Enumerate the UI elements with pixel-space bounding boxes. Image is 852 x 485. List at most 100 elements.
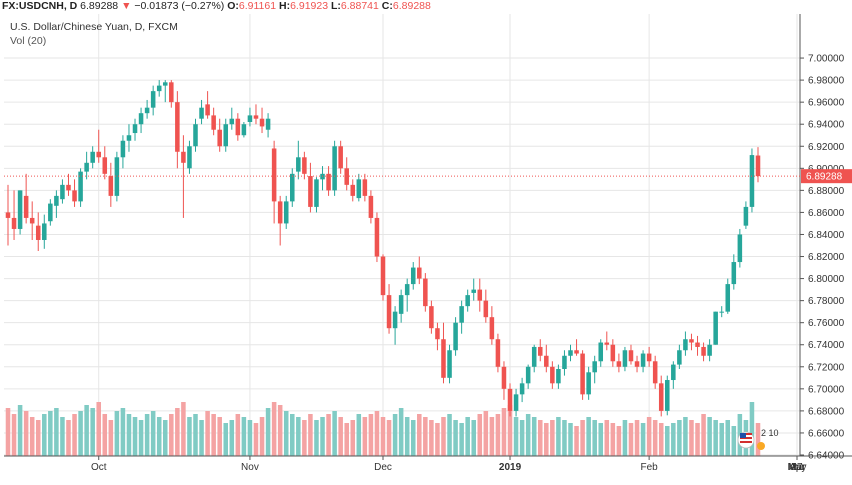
time-tick-label: Nov bbox=[241, 462, 259, 473]
volume-bar bbox=[78, 411, 83, 456]
volume-bar bbox=[290, 414, 295, 456]
volume-bar bbox=[677, 420, 682, 456]
volume-bar bbox=[96, 402, 101, 456]
candle-body bbox=[296, 157, 301, 172]
volume-bar bbox=[120, 408, 126, 456]
candle-body bbox=[362, 179, 368, 196]
candle-body bbox=[459, 306, 464, 323]
candle-body bbox=[677, 350, 682, 365]
candle-body bbox=[725, 284, 731, 312]
price-tick-label: 6.88000 bbox=[808, 186, 845, 197]
event-badge-text: 2 10 bbox=[761, 428, 779, 438]
volume-bar bbox=[380, 417, 386, 456]
volume-bar bbox=[247, 420, 253, 456]
candle-body bbox=[634, 361, 640, 367]
volume-bar bbox=[513, 417, 519, 456]
high-label: H: bbox=[279, 0, 291, 12]
candle-body bbox=[713, 311, 718, 345]
volume-bar bbox=[84, 405, 89, 456]
us-flag-icon[interactable]: 2 10 bbox=[737, 426, 779, 452]
time-tick-label: Oct bbox=[91, 462, 107, 473]
volume-bar bbox=[54, 408, 59, 456]
volume-bar bbox=[108, 420, 114, 456]
candle-body bbox=[150, 91, 156, 108]
candle-body bbox=[447, 350, 452, 378]
candle-body bbox=[314, 179, 319, 207]
time-tick-label: Apr bbox=[789, 462, 805, 473]
time-tick-label: Feb bbox=[641, 462, 659, 473]
candle-body bbox=[604, 342, 610, 345]
volume-bar bbox=[519, 420, 525, 456]
volume-bar bbox=[217, 417, 222, 456]
volume-bar bbox=[671, 423, 676, 456]
candle-body bbox=[531, 346, 537, 367]
volume-bar bbox=[229, 420, 235, 456]
candle-body bbox=[640, 353, 646, 367]
volume-bar bbox=[501, 408, 507, 456]
candle-body bbox=[471, 289, 476, 293]
volume-bars bbox=[5, 402, 761, 456]
candle-body bbox=[435, 328, 440, 340]
volume-bar bbox=[199, 420, 204, 456]
volume-bar bbox=[652, 420, 658, 456]
volume-bar bbox=[126, 414, 132, 456]
candle-body bbox=[283, 201, 289, 224]
price-tick-label: 6.74000 bbox=[808, 340, 845, 351]
candle-body bbox=[749, 155, 755, 207]
volume-bar bbox=[302, 420, 307, 456]
volume-bar bbox=[410, 420, 416, 456]
candle-body bbox=[513, 394, 519, 411]
volume-bar bbox=[48, 411, 53, 456]
volume-bar bbox=[550, 420, 555, 456]
volume-bar bbox=[332, 411, 337, 456]
candle-body bbox=[423, 278, 428, 307]
price-tick-label: 6.70000 bbox=[808, 384, 845, 395]
candle-body bbox=[398, 295, 404, 314]
symbol-name[interactable]: FX:USDCNH, D bbox=[2, 0, 78, 12]
volume-bar bbox=[90, 408, 95, 456]
volume-bar bbox=[574, 426, 579, 456]
volume-bar bbox=[235, 414, 241, 456]
volume-bar bbox=[634, 420, 640, 456]
volume-bar bbox=[537, 420, 543, 456]
candle-body bbox=[48, 203, 53, 222]
volume-bar bbox=[441, 417, 446, 456]
candle-body bbox=[671, 364, 676, 381]
volume-indicator-label[interactable]: Vol (20) bbox=[10, 35, 47, 47]
volume-bar bbox=[175, 408, 180, 456]
candle-body bbox=[162, 82, 168, 86]
candle-body bbox=[707, 344, 712, 356]
candle-body bbox=[489, 317, 495, 340]
candle-body bbox=[277, 201, 283, 224]
volume-bar bbox=[683, 417, 688, 456]
volume-bar bbox=[592, 420, 597, 456]
volume-bar bbox=[132, 417, 138, 456]
candle-body bbox=[78, 171, 83, 202]
volume-bar bbox=[187, 417, 192, 456]
candle-body bbox=[29, 217, 35, 224]
candle-body bbox=[519, 383, 525, 395]
volume-bar bbox=[495, 414, 501, 456]
candle-body bbox=[253, 115, 259, 119]
candle-body bbox=[368, 195, 374, 218]
candle-body bbox=[495, 339, 501, 367]
volume-bar bbox=[114, 411, 120, 456]
price-tick-label: 6.68000 bbox=[808, 406, 845, 417]
volume-bar bbox=[435, 423, 440, 456]
volume-bar bbox=[586, 417, 591, 456]
candle-body bbox=[616, 361, 622, 367]
volume-bar bbox=[296, 417, 301, 456]
candle-body bbox=[737, 234, 743, 263]
volume-bar bbox=[544, 423, 549, 456]
close-label: C: bbox=[381, 0, 393, 12]
volume-bar bbox=[29, 417, 35, 456]
candle-body bbox=[598, 342, 604, 362]
price-tick-label: 6.84000 bbox=[808, 230, 845, 241]
candle-body bbox=[743, 206, 749, 226]
candle-body bbox=[568, 350, 573, 356]
price-tick-label: 6.92000 bbox=[808, 142, 845, 153]
close-value: 6.89288 bbox=[392, 0, 431, 12]
candle-body bbox=[17, 190, 23, 229]
volume-bar bbox=[562, 420, 567, 456]
